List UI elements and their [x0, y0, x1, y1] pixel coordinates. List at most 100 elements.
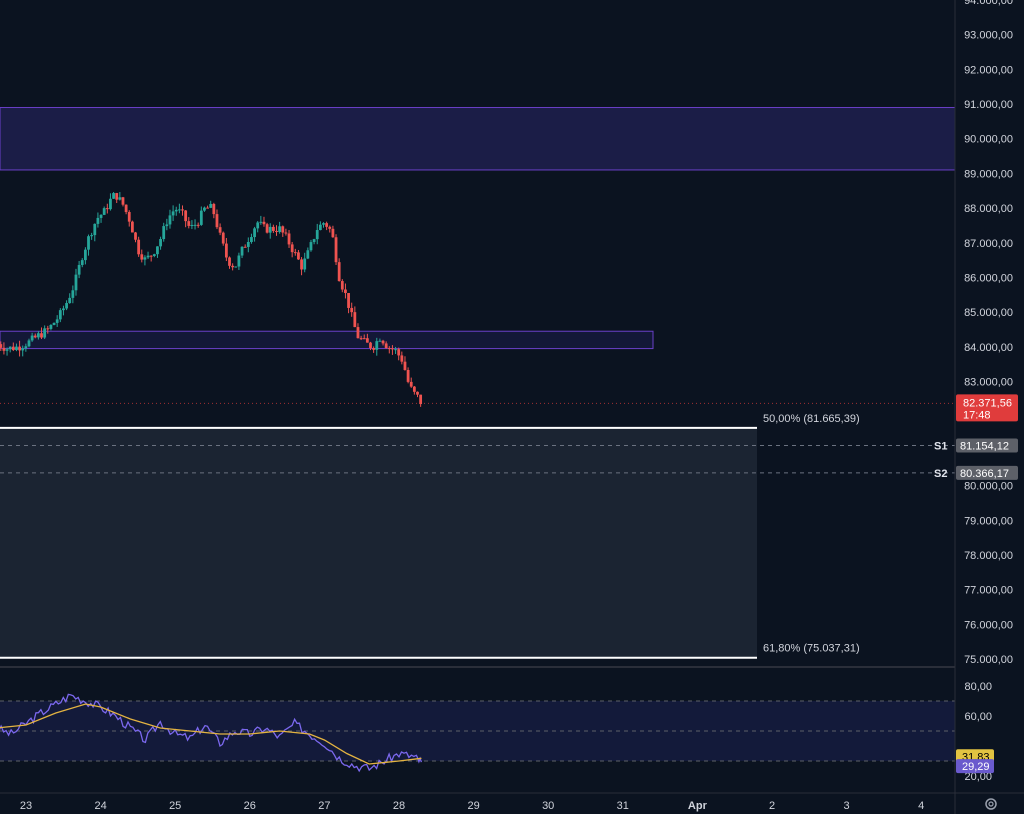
candle-body[interactable] — [353, 312, 357, 328]
candle-body[interactable] — [168, 215, 172, 225]
candle-body[interactable] — [378, 340, 382, 342]
candle-body[interactable] — [290, 244, 294, 253]
rsi-line[interactable] — [0, 693, 423, 773]
candle-body[interactable] — [397, 349, 401, 356]
candle-body[interactable] — [68, 297, 72, 304]
candle-body[interactable] — [118, 197, 122, 200]
candle-body[interactable] — [240, 246, 244, 256]
candle-body[interactable] — [18, 346, 21, 351]
candle-body[interactable] — [193, 224, 197, 226]
candle-body[interactable] — [109, 198, 112, 210]
candle-body[interactable] — [121, 197, 125, 205]
candle-body[interactable] — [322, 223, 325, 225]
price-pane[interactable]: 50,00% (81.665,39) 61,80% (75.037,31) S1 S2 — [0, 107, 956, 659]
candle-body[interactable] — [43, 328, 47, 338]
candle-body[interactable] — [49, 324, 53, 329]
candle-body[interactable] — [271, 226, 275, 231]
candle-body[interactable] — [74, 274, 78, 291]
rsi-ma-line[interactable] — [0, 703, 422, 765]
candle-body[interactable] — [253, 228, 256, 238]
candle-body[interactable] — [334, 237, 338, 263]
candle-body[interactable] — [199, 210, 203, 225]
candle-body[interactable] — [130, 221, 134, 233]
candle-body[interactable] — [156, 246, 159, 255]
candle-body[interactable] — [62, 308, 65, 311]
candle-body[interactable] — [143, 257, 147, 260]
candle-body[interactable] — [268, 226, 272, 233]
candle-body[interactable] — [325, 223, 329, 227]
supply-zone-1[interactable] — [0, 330, 654, 350]
candle-body[interactable] — [384, 343, 388, 349]
candle-body[interactable] — [149, 255, 153, 257]
candle-body[interactable] — [15, 346, 18, 351]
candle-body[interactable] — [134, 232, 137, 240]
candle-body[interactable] — [256, 222, 260, 229]
supply-zone-0[interactable] — [0, 107, 956, 171]
candle-body[interactable] — [137, 239, 141, 255]
candle-body[interactable] — [394, 349, 397, 351]
candle-body[interactable] — [250, 237, 253, 242]
candle-body[interactable] — [159, 239, 162, 247]
candle-body[interactable] — [300, 259, 303, 270]
candle-body[interactable] — [375, 341, 379, 350]
candle-body[interactable] — [2, 347, 6, 351]
candle-body[interactable] — [115, 193, 119, 200]
candle-body[interactable] — [105, 208, 109, 210]
candle-body[interactable] — [112, 193, 115, 199]
candle-body[interactable] — [46, 328, 50, 330]
candle-body[interactable] — [127, 212, 131, 222]
candle-body[interactable] — [124, 204, 128, 213]
candle-body[interactable] — [297, 252, 300, 260]
settings-gear-icon[interactable] — [985, 798, 997, 810]
candle-body[interactable] — [337, 262, 341, 282]
candle-body[interactable] — [65, 303, 68, 309]
candle-body[interactable] — [350, 307, 354, 313]
candle-body[interactable] — [80, 260, 84, 265]
candle-body[interactable] — [359, 338, 363, 340]
candle-body[interactable] — [215, 214, 219, 228]
candle-body[interactable] — [287, 233, 291, 245]
candle-body[interactable] — [406, 369, 410, 382]
candle-body[interactable] — [318, 224, 322, 231]
candle-body[interactable] — [328, 226, 332, 229]
candle-body[interactable] — [362, 338, 366, 340]
candle-body[interactable] — [174, 209, 178, 212]
candle-body[interactable] — [87, 236, 90, 250]
candle-body[interactable] — [416, 391, 419, 395]
candle-body[interactable] — [55, 319, 59, 323]
candle-body[interactable] — [52, 322, 56, 325]
candle-body[interactable] — [165, 224, 169, 227]
candle-body[interactable] — [196, 224, 200, 226]
candle-body[interactable] — [391, 348, 394, 350]
candle-body[interactable] — [162, 226, 166, 240]
candle-body[interactable] — [246, 241, 250, 247]
candle-body[interactable] — [27, 340, 31, 347]
candle-body[interactable] — [265, 224, 269, 233]
candle-body[interactable] — [152, 254, 156, 256]
candle-body[interactable] — [309, 242, 313, 251]
candle-body[interactable] — [5, 349, 9, 351]
candle-body[interactable] — [8, 346, 12, 350]
candle-body[interactable] — [347, 293, 350, 308]
candle-body[interactable] — [24, 346, 28, 349]
candle-body[interactable] — [315, 230, 319, 240]
candle-body[interactable] — [278, 226, 282, 232]
candle-body[interactable] — [340, 281, 344, 290]
candle-body[interactable] — [284, 232, 288, 234]
candle-body[interactable] — [190, 224, 194, 226]
candle-body[interactable] — [187, 221, 191, 226]
candle-body[interactable] — [96, 217, 100, 224]
candle-body[interactable] — [409, 381, 413, 387]
candle-body[interactable] — [30, 335, 34, 341]
candle-body[interactable] — [184, 210, 188, 222]
candle-body[interactable] — [303, 258, 307, 270]
candle-body[interactable] — [231, 265, 235, 268]
candle-body[interactable] — [77, 264, 81, 275]
candle-body[interactable] — [262, 221, 266, 225]
candle-body[interactable] — [203, 207, 206, 211]
candle-body[interactable] — [221, 232, 225, 244]
candle-body[interactable] — [400, 355, 404, 362]
candle-body[interactable] — [71, 290, 75, 298]
candle-body[interactable] — [218, 227, 222, 233]
candle-body[interactable] — [331, 228, 335, 238]
